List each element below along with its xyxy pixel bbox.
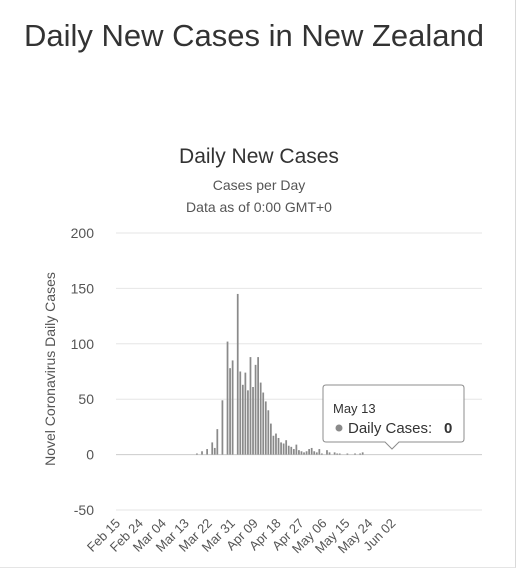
bar[interactable]: [338, 453, 341, 455]
bar[interactable]: [267, 410, 270, 455]
tooltip-box: [322, 384, 465, 450]
bar[interactable]: [236, 293, 239, 455]
bar[interactable]: [290, 446, 293, 455]
bar[interactable]: [257, 357, 259, 455]
bar[interactable]: [277, 437, 280, 455]
tooltip: May 13 Daily Cases: 0: [322, 384, 465, 450]
bar[interactable]: [213, 447, 216, 455]
tooltip-date: May 13: [333, 401, 376, 416]
bar[interactable]: [201, 451, 203, 455]
tooltip-series-label: Daily Cases:: [348, 420, 432, 437]
bar[interactable]: [328, 452, 331, 455]
bar[interactable]: [310, 447, 313, 455]
bar[interactable]: [216, 429, 219, 455]
y-tick-labels: 200 150 100 50 0 -50: [71, 225, 95, 518]
bar[interactable]: [300, 451, 303, 455]
bar[interactable]: [303, 452, 305, 455]
bar[interactable]: [298, 450, 300, 455]
bar[interactable]: [229, 368, 231, 455]
tooltip-value: 0: [444, 420, 452, 437]
bar[interactable]: [321, 453, 323, 455]
bar[interactable]: [305, 451, 308, 455]
bar[interactable]: [259, 382, 262, 455]
bar[interactable]: [318, 449, 321, 455]
bar[interactable]: [254, 364, 257, 455]
bar[interactable]: [252, 387, 254, 455]
bar[interactable]: [285, 440, 288, 455]
y-tick-label: 200: [71, 225, 95, 241]
y-axis-label: Novel Coronavirus Daily Cases: [42, 272, 58, 466]
bar[interactable]: [333, 452, 336, 455]
bar[interactable]: [282, 443, 285, 455]
bar[interactable]: [336, 453, 339, 455]
y-tick-label: 150: [71, 280, 95, 296]
bar[interactable]: [295, 444, 298, 455]
page-title: Daily New Cases in New Zealand: [24, 18, 485, 53]
bar[interactable]: [247, 390, 249, 455]
y-tick-label: 50: [78, 391, 94, 407]
bar[interactable]: [211, 442, 214, 455]
chart-subtitle-line-1: Cases per Day: [213, 177, 306, 193]
bar[interactable]: [308, 449, 310, 455]
bar[interactable]: [244, 372, 247, 455]
y-tick-label: -50: [74, 502, 94, 518]
chart-subtitle-line-2: Data as of 0:00 GMT+0: [186, 199, 332, 215]
bar[interactable]: [354, 453, 356, 455]
bar[interactable]: [272, 435, 275, 455]
chart-title: Daily New Cases: [179, 145, 339, 168]
bar[interactable]: [241, 384, 244, 455]
bar[interactable]: [359, 453, 361, 455]
bar[interactable]: [275, 433, 277, 455]
tooltip-series-dot: [335, 424, 343, 432]
bar[interactable]: [249, 357, 252, 455]
bar[interactable]: [346, 453, 349, 455]
bar[interactable]: [239, 371, 242, 455]
bar[interactable]: [221, 400, 224, 455]
bar[interactable]: [361, 452, 364, 455]
bar[interactable]: [313, 451, 316, 455]
bar[interactable]: [292, 449, 295, 455]
y-tick-label: 0: [86, 447, 94, 463]
bar[interactable]: [326, 450, 328, 455]
bar[interactable]: [287, 445, 290, 455]
bars: [196, 293, 364, 455]
bar[interactable]: [315, 452, 318, 455]
bar[interactable]: [262, 392, 265, 455]
bar[interactable]: [280, 442, 282, 455]
bar[interactable]: [264, 401, 267, 455]
bar[interactable]: [206, 449, 208, 455]
y-tick-label: 100: [71, 336, 95, 352]
bar[interactable]: [226, 341, 229, 455]
bar[interactable]: [270, 423, 272, 455]
bar[interactable]: [231, 360, 234, 455]
grid-lines: [116, 232, 482, 511]
bar[interactable]: [196, 453, 198, 455]
